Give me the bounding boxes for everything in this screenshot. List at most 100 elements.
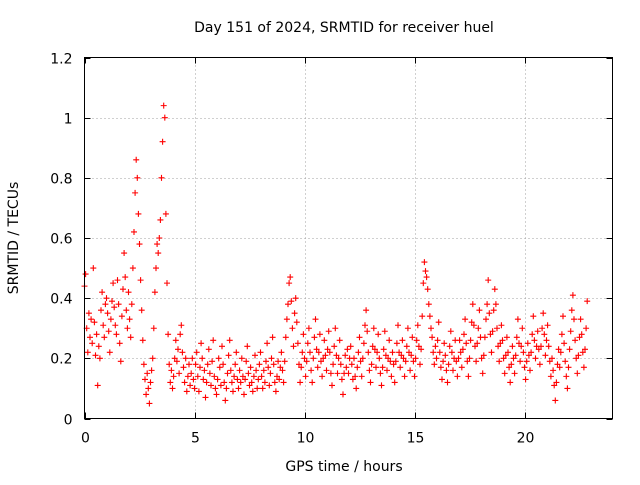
data-point	[274, 373, 280, 380]
data-point	[338, 376, 345, 383]
y-tick-label: 0	[64, 413, 73, 429]
data-point	[536, 361, 543, 368]
data-point	[357, 358, 364, 365]
data-point	[253, 367, 260, 374]
data-point	[470, 322, 477, 329]
data-point	[188, 370, 195, 377]
data-point	[122, 274, 129, 281]
data-point	[164, 280, 170, 287]
data-point	[367, 379, 374, 386]
data-point	[568, 307, 575, 314]
data-point	[311, 334, 318, 341]
data-point	[278, 349, 285, 356]
data-point	[106, 349, 113, 356]
data-point	[167, 379, 174, 386]
data-point	[478, 355, 485, 362]
data-point	[368, 361, 375, 368]
data-point	[363, 307, 370, 314]
x-tick-label: 10	[297, 431, 315, 447]
data-point	[547, 373, 554, 380]
data-point	[437, 364, 444, 371]
data-point	[318, 358, 324, 365]
data-point	[419, 313, 426, 320]
data-point	[552, 397, 559, 404]
data-point	[472, 343, 478, 350]
data-point	[87, 334, 93, 341]
data-point	[242, 376, 249, 383]
data-point	[147, 379, 154, 386]
data-point	[517, 358, 524, 365]
data-point	[309, 379, 316, 386]
data-point	[268, 355, 275, 362]
data-point	[325, 328, 332, 335]
data-point	[554, 361, 561, 368]
data-point	[260, 367, 267, 374]
data-point	[228, 379, 235, 386]
data-point	[166, 361, 173, 368]
data-point	[549, 355, 555, 362]
data-point	[297, 379, 304, 386]
data-point	[480, 352, 487, 359]
data-point	[384, 367, 390, 374]
y-tick-label: 0.2	[50, 352, 72, 368]
data-point	[421, 259, 428, 266]
data-point	[512, 352, 519, 359]
data-point	[510, 355, 517, 362]
data-point	[550, 367, 557, 374]
data-point	[462, 316, 469, 323]
data-point	[237, 379, 244, 386]
data-point	[92, 352, 99, 359]
data-point	[291, 310, 298, 317]
data-point	[99, 289, 106, 296]
data-point	[179, 349, 186, 356]
data-point	[441, 340, 448, 347]
data-point	[307, 349, 313, 356]
data-point	[534, 328, 541, 335]
data-point	[276, 376, 283, 383]
data-point	[351, 355, 357, 362]
data-point	[486, 310, 493, 317]
data-point	[524, 340, 531, 347]
data-point	[90, 265, 97, 272]
data-point	[574, 370, 581, 377]
data-point	[407, 367, 414, 374]
data-point	[443, 367, 450, 374]
data-point	[386, 337, 393, 344]
data-point	[360, 340, 367, 347]
data-point	[385, 355, 392, 362]
data-point	[390, 361, 397, 368]
data-point	[202, 394, 209, 401]
data-point	[116, 340, 123, 347]
data-point	[266, 382, 273, 389]
data-point	[150, 325, 157, 332]
data-point	[399, 337, 406, 344]
data-point	[95, 343, 102, 350]
data-point	[369, 343, 376, 350]
data-point	[579, 349, 586, 356]
data-point	[543, 337, 550, 344]
data-point	[236, 367, 243, 374]
data-point	[270, 361, 277, 368]
data-point	[352, 373, 359, 380]
data-point	[144, 370, 151, 377]
data-point	[128, 301, 135, 308]
data-point	[226, 337, 233, 344]
data-point	[211, 373, 218, 380]
data-point	[529, 331, 536, 338]
data-point	[459, 346, 466, 353]
data-point	[434, 337, 441, 344]
x-tick-label: 0	[81, 431, 90, 447]
data-point	[565, 364, 572, 371]
data-point	[337, 361, 344, 368]
data-point	[490, 307, 497, 314]
data-point	[275, 358, 282, 365]
data-point	[245, 370, 252, 377]
data-point	[304, 340, 311, 347]
data-point	[255, 376, 262, 383]
data-point	[169, 385, 176, 392]
data-point	[580, 364, 587, 371]
data-point	[296, 361, 302, 368]
data-point	[448, 349, 455, 356]
data-point	[578, 331, 585, 338]
